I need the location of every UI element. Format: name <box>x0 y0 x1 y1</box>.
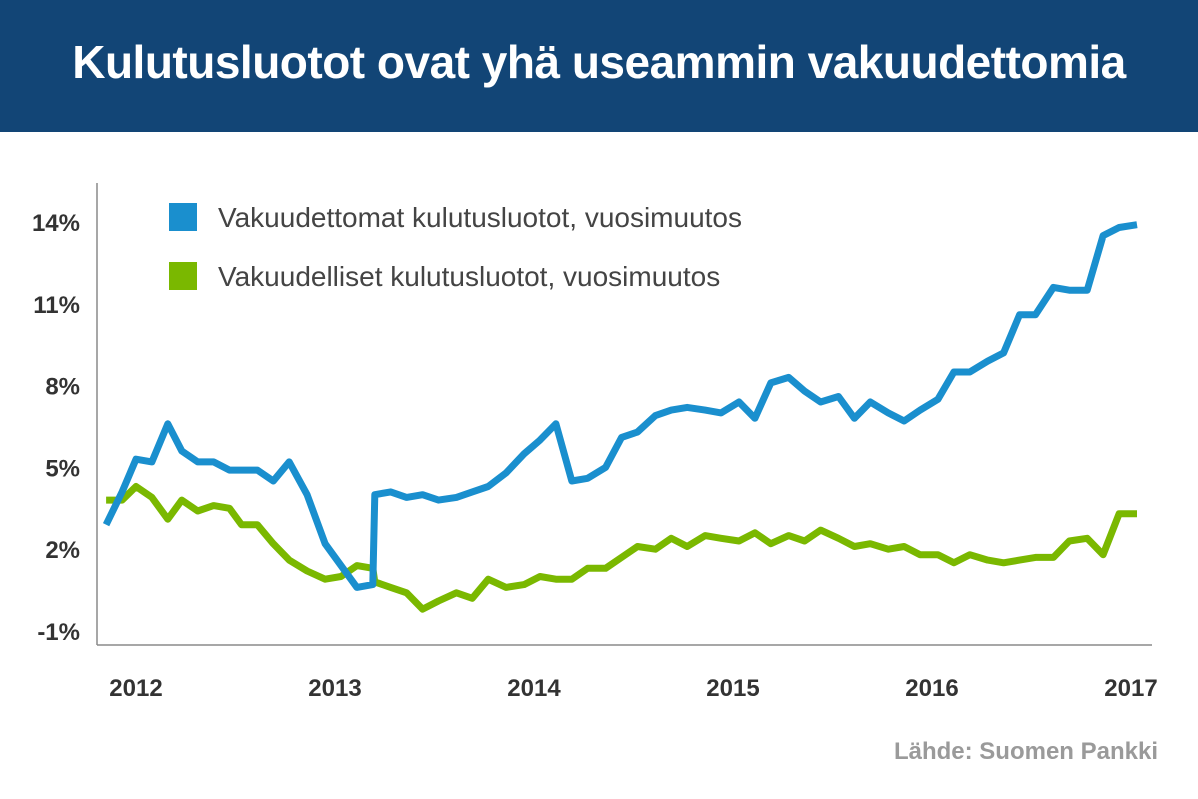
legend-label: Vakuudelliset kulutusluotot, vuosimuutos <box>218 261 720 292</box>
page-title: Kulutusluotot ovat yhä useammin vakuudet… <box>72 36 1126 88</box>
x-tick-label: 2013 <box>308 675 361 702</box>
x-tick-label: 2016 <box>905 675 958 702</box>
y-tick-label: 14% <box>32 210 80 237</box>
x-tick-label: 2014 <box>507 675 561 702</box>
legend-swatch <box>169 262 197 290</box>
y-tick-label: 5% <box>45 455 80 482</box>
y-tick-label: 11% <box>33 292 80 319</box>
series-lines <box>102 221 1138 613</box>
legend-swatch <box>169 203 197 231</box>
series-line-secured <box>106 483 1137 613</box>
legend-label: Vakuudettomat kulutusluotot, vuosimuutos <box>218 202 742 233</box>
x-tick-label: 2017 <box>1104 675 1157 702</box>
chart-axes <box>96 183 1152 646</box>
tick-labels: -1% 2% 5% 8% 11% 14% 2012 2013 2014 2015 2016 2017 <box>32 210 1158 702</box>
y-tick-label: -1% <box>37 619 80 646</box>
y-tick-label: 8% <box>45 374 80 401</box>
title-banner: Kulutusluotot ovat yhä useammin vakuudet… <box>0 0 1198 132</box>
chart-legend: Vakuudettomat kulutusluotot, vuosimuutos… <box>169 202 742 292</box>
x-tick-label: 2012 <box>109 675 162 702</box>
x-tick-label: 2015 <box>706 675 759 702</box>
y-tick-label: 2% <box>45 537 80 564</box>
source-note: Lähde: Suomen Pankki <box>893 738 1158 765</box>
series-line-unsecured <box>102 221 1138 591</box>
